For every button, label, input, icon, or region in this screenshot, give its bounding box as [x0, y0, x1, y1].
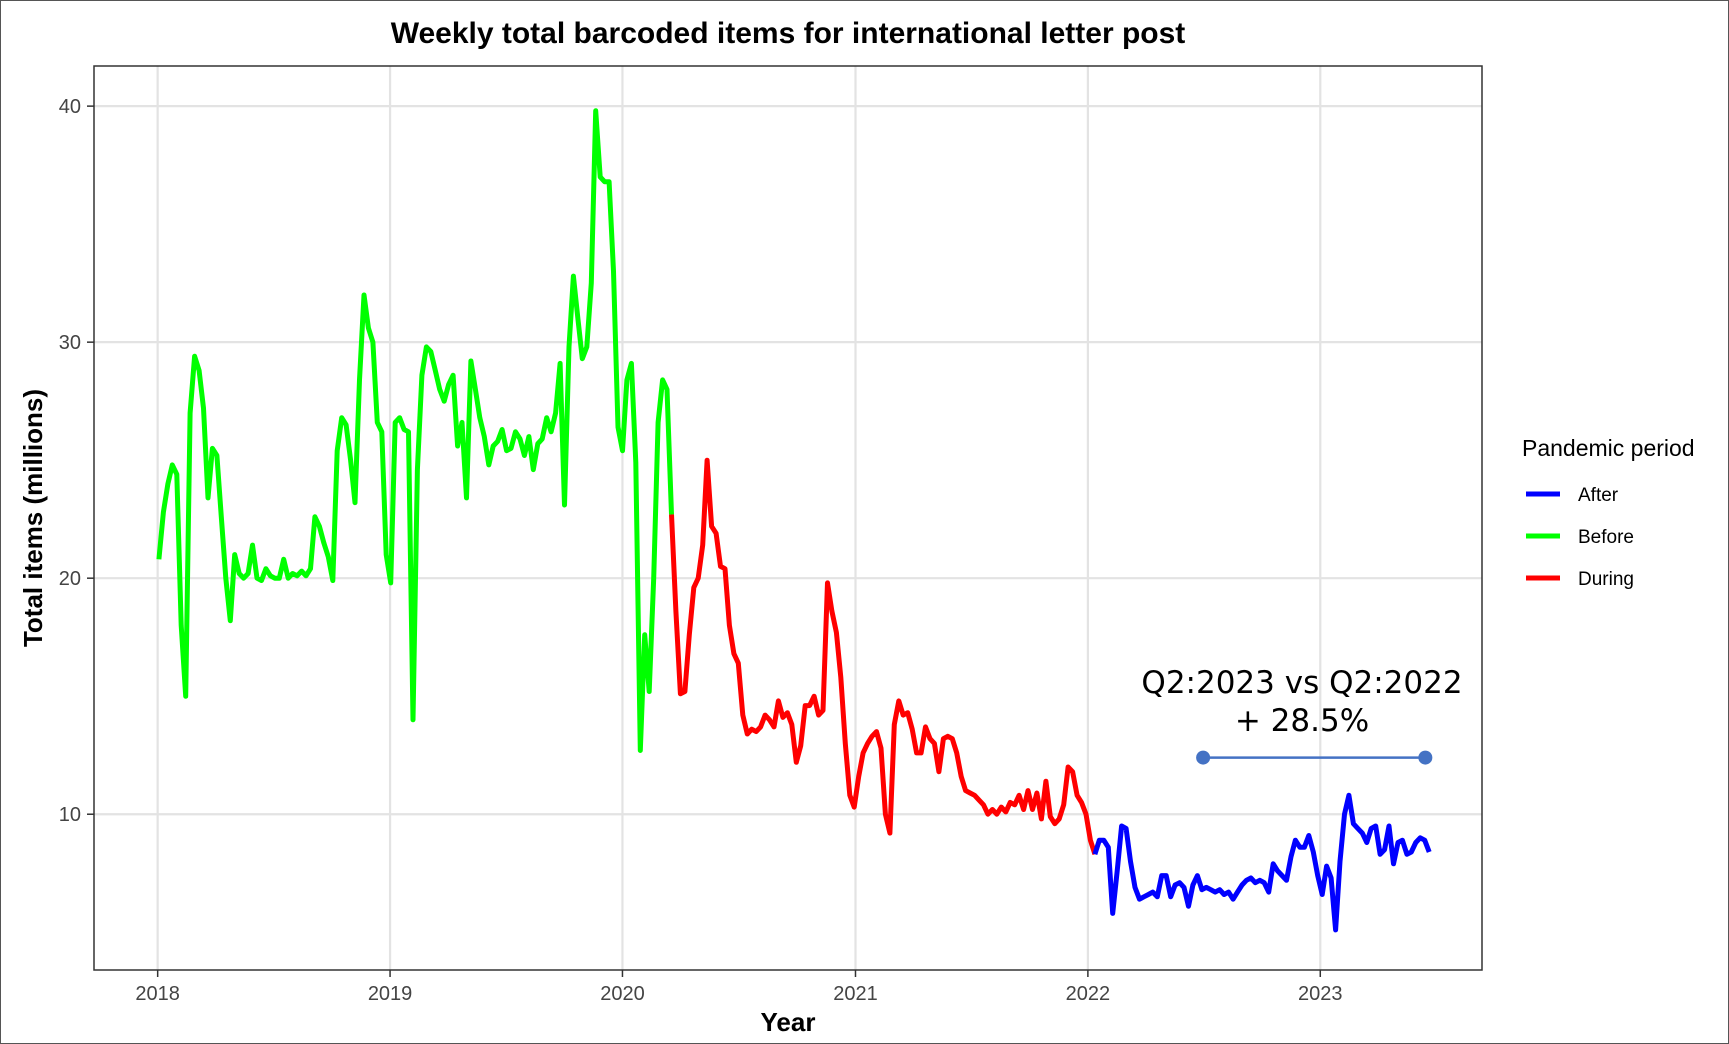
- y-axis-title: Total items (millions): [18, 389, 48, 647]
- annotation-bracket-end-dot: [1418, 750, 1433, 765]
- y-tick-label-10: 10: [59, 804, 81, 826]
- series-lines: [156, 108, 1432, 933]
- annotation-line-1: Q2:2023 vs Q2:2022: [1141, 665, 1462, 701]
- y-tick-label-30: 30: [59, 332, 81, 354]
- x-tick-label-2018: 2018: [135, 983, 180, 1005]
- chart-title: Weekly total barcoded items for internat…: [391, 17, 1186, 50]
- x-axis-ticks: 2018 2019 2020 2021 2022 2023: [135, 970, 1343, 1005]
- annotation-bracket-start-dot: [1196, 750, 1211, 765]
- legend-title: Pandemic period: [1522, 435, 1695, 461]
- series-line-after: [1092, 792, 1432, 933]
- x-tick-label-2023: 2023: [1298, 983, 1343, 1005]
- y-tick-label-40: 40: [59, 96, 81, 118]
- series-line-before: [156, 108, 674, 753]
- legend: Pandemic period After Before During: [1522, 435, 1695, 590]
- y-axis-ticks: 10 20 30 40: [59, 96, 94, 826]
- y-tick-label-20: 20: [59, 568, 81, 590]
- comparison-annotation: Q2:2023 vs Q2:2022 + 28.5%: [1141, 665, 1463, 765]
- x-tick-label-2020: 2020: [600, 983, 645, 1005]
- x-tick-label-2019: 2019: [368, 983, 413, 1005]
- x-tick-label-2022: 2022: [1066, 983, 1111, 1005]
- gridlines: [94, 66, 1482, 970]
- x-tick-label-2021: 2021: [833, 983, 878, 1005]
- annotation-line-2: + 28.5%: [1235, 703, 1369, 739]
- legend-label-before: Before: [1578, 527, 1634, 548]
- series-line-during: [669, 457, 1098, 856]
- x-axis-title: Year: [761, 1007, 816, 1037]
- legend-label-during: During: [1578, 569, 1634, 590]
- legend-label-after: After: [1578, 485, 1619, 506]
- plot-panel-border: [93, 65, 1483, 971]
